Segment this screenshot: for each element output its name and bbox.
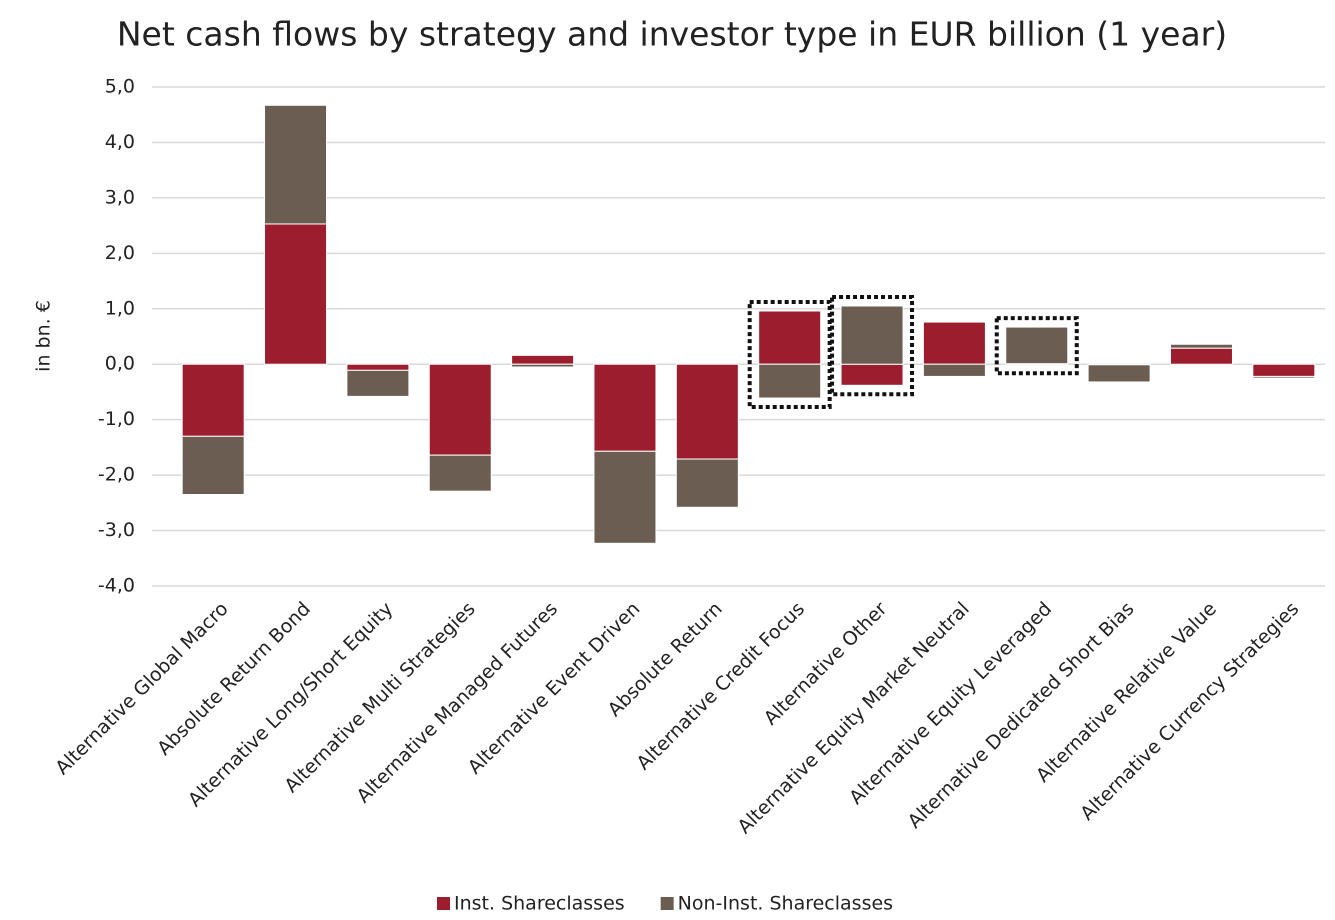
bar-segment — [1252, 375, 1316, 379]
bar-segment — [1005, 326, 1069, 365]
chart-title: Net cash flows by strategy and investor … — [117, 15, 1227, 54]
bar-segment — [264, 104, 328, 225]
bar-segment — [675, 458, 739, 508]
bar-segment — [1169, 347, 1233, 365]
bar-segment — [593, 450, 657, 544]
legend-label: Inst. Shareclasses — [454, 893, 625, 915]
y-tick-label: 4,0 — [105, 131, 135, 153]
y-tick-label: -4,0 — [98, 575, 135, 597]
y-tick-label: 2,0 — [105, 242, 135, 264]
y-tick-label: -1,0 — [98, 408, 135, 430]
bar-segment — [593, 363, 657, 452]
x-tick-label: Alternative Event Driven — [464, 598, 645, 779]
highlight-box — [747, 299, 832, 410]
y-tick-label: -3,0 — [98, 519, 135, 541]
bar-segment — [840, 363, 904, 386]
legend-swatch — [437, 897, 450, 910]
bar-segment — [758, 310, 822, 365]
bar-segment — [428, 363, 492, 456]
bar-segment — [511, 363, 575, 368]
y-tick-label: 3,0 — [105, 186, 135, 208]
bar-segment — [1169, 343, 1233, 349]
bar-segment — [1087, 364, 1151, 383]
bar-segment — [922, 321, 986, 365]
bar-segment — [346, 369, 410, 397]
legend-swatch — [660, 897, 674, 910]
bar-segment — [428, 454, 492, 492]
x-tick-label: Alternative Global Macro — [51, 598, 232, 779]
legend: Inst. Shareclasses Non-Inst. Shareclasses — [437, 893, 893, 915]
bar-segment — [840, 305, 904, 365]
x-tick-label: Absolute Return Bond — [153, 598, 315, 760]
bar-segment — [346, 363, 410, 371]
y-tick-label: 5,0 — [105, 76, 135, 98]
bar-segment — [922, 363, 986, 377]
highlight-box — [994, 316, 1079, 376]
bar-segment — [675, 363, 739, 460]
y-tick-label: 0,0 — [105, 353, 135, 375]
bar-segment — [758, 363, 822, 399]
bar-segment — [511, 354, 575, 365]
y-axis-label: in bn. € — [33, 300, 55, 372]
x-tick-label: Alternative Credit Focus — [633, 598, 810, 775]
bar-segment — [1252, 363, 1316, 377]
y-tick-label: -2,0 — [98, 464, 135, 486]
highlight-box — [830, 295, 915, 397]
bar-segment — [181, 435, 245, 496]
y-tick-label: 1,0 — [105, 297, 135, 319]
bar-segment — [264, 223, 328, 365]
bar-segment — [181, 363, 245, 437]
legend-label: Non-Inst. Shareclasses — [678, 893, 893, 915]
